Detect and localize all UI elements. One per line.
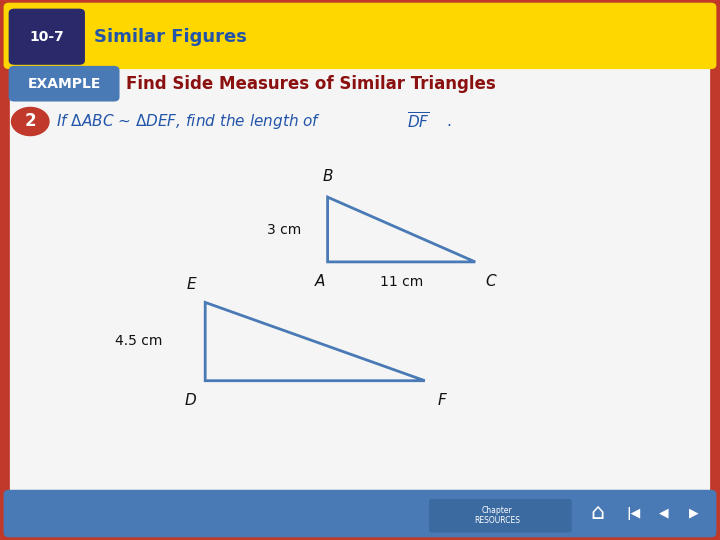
Text: 11 cm: 11 cm xyxy=(380,275,423,289)
Text: 3 cm: 3 cm xyxy=(266,222,301,237)
Text: ⌂: ⌂ xyxy=(590,503,605,523)
Text: Similar Figures: Similar Figures xyxy=(94,28,246,46)
Text: A: A xyxy=(315,274,325,289)
FancyBboxPatch shape xyxy=(9,9,85,65)
Text: If $\Delta$ABC ~ $\Delta$DEF, find the length of: If $\Delta$ABC ~ $\Delta$DEF, find the l… xyxy=(56,112,321,131)
FancyBboxPatch shape xyxy=(4,3,716,69)
Text: Find Side Measures of Similar Triangles: Find Side Measures of Similar Triangles xyxy=(126,75,496,93)
FancyBboxPatch shape xyxy=(9,66,120,102)
Text: |◀: |◀ xyxy=(626,507,641,519)
Text: .: . xyxy=(446,114,451,129)
Text: B: B xyxy=(323,168,333,184)
Text: 10-7: 10-7 xyxy=(30,30,64,44)
Circle shape xyxy=(12,107,49,136)
Text: 4.5 cm: 4.5 cm xyxy=(114,334,162,348)
Text: EXAMPLE: EXAMPLE xyxy=(27,77,101,91)
Text: F: F xyxy=(438,393,446,408)
Text: D: D xyxy=(185,393,197,408)
Text: ◀: ◀ xyxy=(659,507,669,519)
Text: ▶: ▶ xyxy=(688,507,698,519)
Text: Chapter
RESOURCES: Chapter RESOURCES xyxy=(474,506,520,525)
FancyBboxPatch shape xyxy=(9,7,711,65)
FancyBboxPatch shape xyxy=(4,3,716,537)
FancyBboxPatch shape xyxy=(4,490,716,537)
FancyBboxPatch shape xyxy=(429,499,572,532)
Text: E: E xyxy=(187,276,197,292)
Text: 2: 2 xyxy=(24,112,36,131)
Text: C: C xyxy=(486,274,496,289)
Text: $\overline{DF}$: $\overline{DF}$ xyxy=(407,111,430,132)
